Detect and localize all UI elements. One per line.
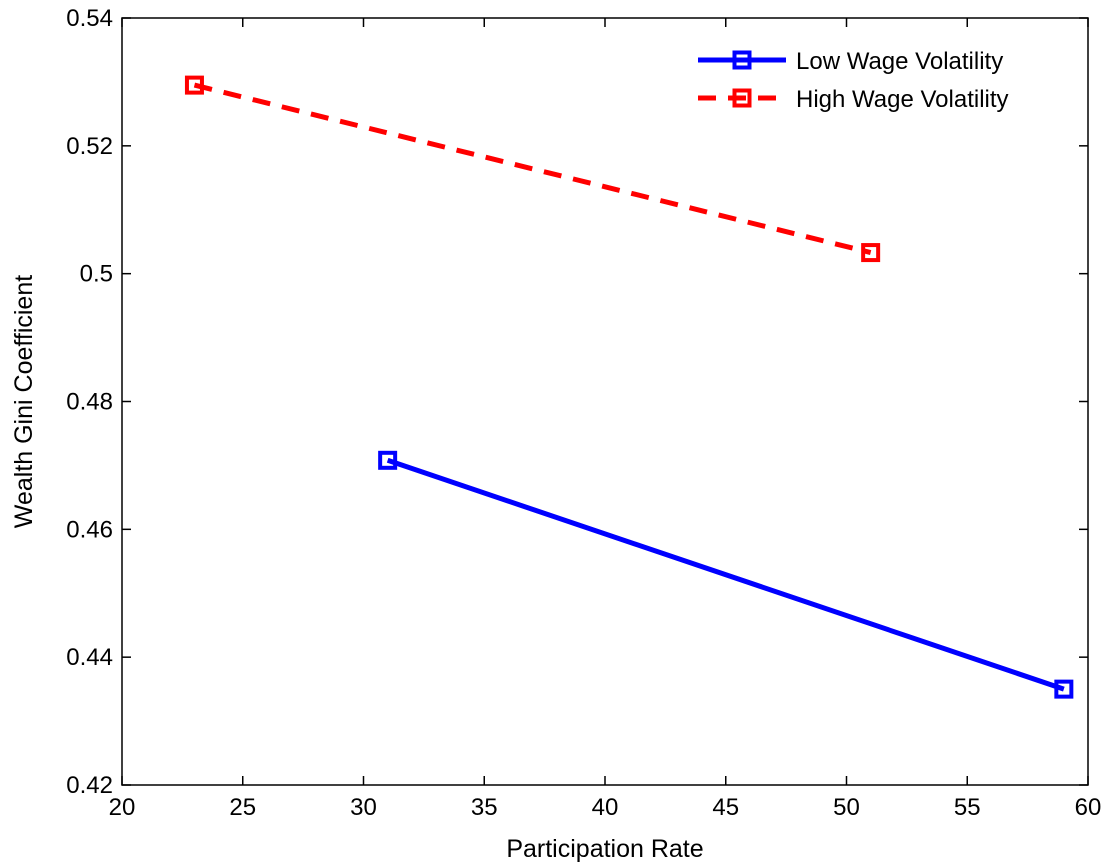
x-tick-label: 20 bbox=[109, 794, 136, 821]
x-tick-label: 30 bbox=[350, 794, 377, 821]
x-tick-label: 35 bbox=[471, 794, 498, 821]
y-axis-label: Wealth Gini Coefficient bbox=[10, 275, 38, 528]
series-line bbox=[193, 82, 872, 256]
x-axis-label: Participation Rate bbox=[506, 835, 703, 863]
series-low-wage-volatility bbox=[378, 450, 1074, 699]
legend-entry: Low Wage Volatility bbox=[698, 48, 1003, 75]
data-point-marker bbox=[184, 75, 204, 95]
y-tick-label: 0.52 bbox=[66, 133, 113, 160]
y-tick-label: 0.48 bbox=[66, 389, 113, 416]
x-tick-label: 60 bbox=[1075, 794, 1102, 821]
legend-label: High Wage Volatility bbox=[796, 86, 1009, 113]
y-tick-label: 0.54 bbox=[66, 5, 113, 32]
x-tick-label: 50 bbox=[833, 794, 860, 821]
x-tick-label: 40 bbox=[592, 794, 619, 821]
x-tick-label: 45 bbox=[712, 794, 739, 821]
legend-marker-swatch bbox=[732, 88, 752, 108]
series-line bbox=[386, 457, 1065, 692]
y-axis-ticks: 0.42 0.44 0.46 0.48 0.5 0.52 0.54 bbox=[66, 5, 1088, 799]
legend: Low Wage Volatility High Wage Volatility bbox=[698, 48, 1009, 113]
series-layer bbox=[184, 75, 1074, 699]
y-tick-label: 0.5 bbox=[80, 261, 113, 288]
series-high-wage-volatility bbox=[184, 75, 881, 263]
data-point-marker bbox=[1054, 679, 1074, 699]
legend-label: Low Wage Volatility bbox=[796, 48, 1003, 75]
y-tick-label: 0.46 bbox=[66, 516, 113, 543]
y-tick-label: 0.44 bbox=[66, 644, 113, 671]
x-tick-label: 55 bbox=[954, 794, 981, 821]
y-tick-label: 0.42 bbox=[66, 772, 113, 799]
data-point-marker bbox=[378, 450, 398, 470]
data-point-marker bbox=[861, 243, 881, 263]
x-axis-ticks: 20 25 30 35 40 45 50 55 60 bbox=[109, 18, 1102, 821]
x-tick-label: 25 bbox=[229, 794, 256, 821]
legend-marker-swatch bbox=[732, 50, 752, 70]
legend-entry: High Wage Volatility bbox=[698, 86, 1009, 113]
